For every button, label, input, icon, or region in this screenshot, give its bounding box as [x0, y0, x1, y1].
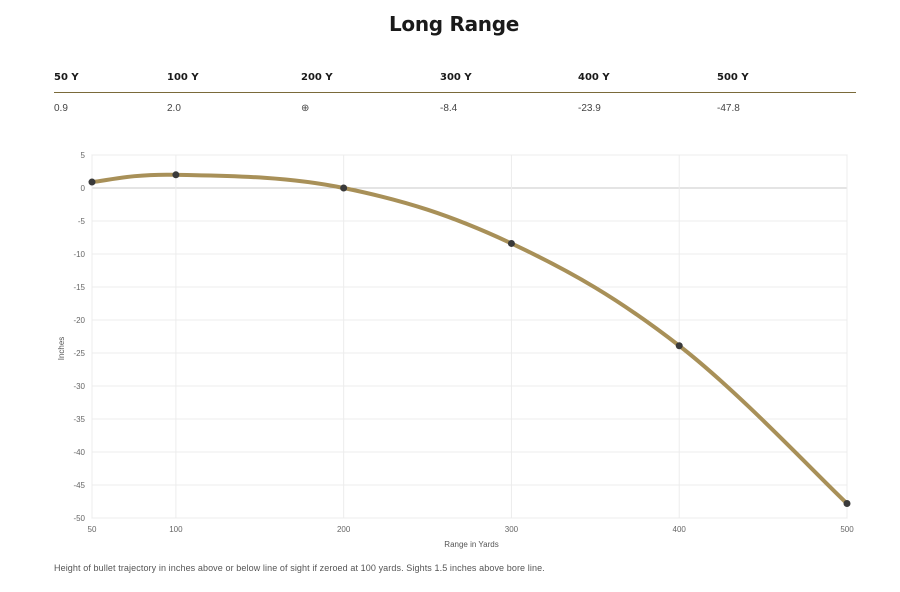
table-value-100: 2.0: [167, 103, 181, 114]
table-value-300: -8.4: [440, 103, 458, 114]
table-value-400: -23.9: [578, 103, 601, 114]
trajectory-table: 50 Y 100 Y 200 Y 300 Y 400 Y 500 Y 0.9 2…: [54, 70, 856, 117]
data-point: [675, 342, 683, 350]
plot-area: [91, 154, 848, 519]
x-axis-label: Range in Yards: [444, 540, 498, 549]
data-point: [88, 178, 96, 186]
y-tick-label: -40: [73, 448, 85, 457]
table-header-400: 400 Y: [578, 72, 610, 83]
y-tick-label: 0: [81, 184, 86, 193]
y-tick-label: -15: [73, 283, 85, 292]
data-point: [172, 171, 180, 179]
table-value-200-zero-icon: ⊕: [301, 103, 310, 114]
chart-title: Long Range: [388, 12, 520, 36]
y-tick-label: -5: [78, 217, 86, 226]
table-header-row: 50 Y 100 Y 200 Y 300 Y 400 Y 500 Y: [54, 70, 856, 93]
x-tick-label: 200: [337, 525, 351, 534]
y-tick-label: -30: [73, 382, 85, 391]
x-tick-label: 500: [840, 525, 854, 534]
y-tick-label: -20: [73, 316, 85, 325]
table-value-row: 0.9 2.0 ⊕ -8.4 -23.9 -47.8: [54, 93, 856, 117]
table-value-500: -47.8: [717, 103, 740, 114]
y-tick-label: 5: [81, 151, 86, 160]
table-header-200: 200 Y: [301, 72, 333, 83]
table-header-300: 300 Y: [440, 72, 472, 83]
table-header-50: 50 Y: [54, 72, 79, 83]
x-tick-label: 300: [505, 525, 519, 534]
y-tick-label: -35: [73, 415, 85, 424]
x-tick-label: 50: [88, 525, 97, 534]
y-tick-label: -45: [73, 481, 85, 490]
y-tick-label: -50: [73, 514, 85, 523]
footnote: Height of bullet trajectory in inches ab…: [54, 563, 545, 573]
data-point: [507, 239, 515, 247]
table-header-500: 500 Y: [717, 72, 749, 83]
data-point: [843, 499, 851, 507]
y-tick-label: -25: [73, 349, 85, 358]
data-point: [340, 184, 348, 192]
table-header-100: 100 Y: [167, 72, 199, 83]
table-value-50: 0.9: [54, 103, 68, 114]
x-tick-label: 400: [673, 525, 687, 534]
x-tick-label: 100: [169, 525, 183, 534]
y-axis-label: Inches: [57, 337, 66, 361]
y-tick-label: -10: [73, 250, 85, 259]
